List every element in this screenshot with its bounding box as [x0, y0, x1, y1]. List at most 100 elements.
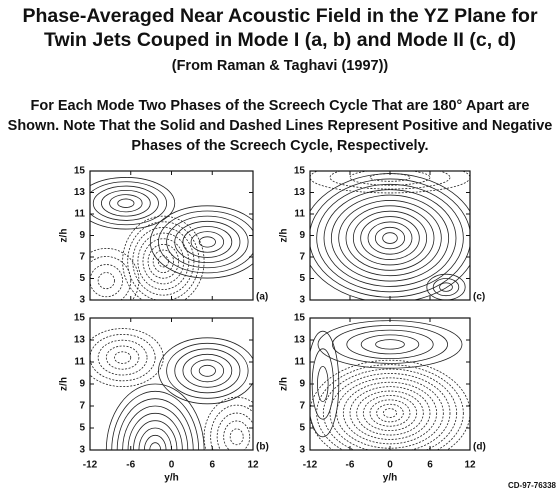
- x-tick-label: 0: [169, 460, 175, 471]
- contour-line: [229, 428, 244, 446]
- contour-line: [223, 420, 251, 450]
- contour-line: [147, 243, 180, 279]
- caption-segment: Note: [63, 118, 96, 134]
- y-axis-label: z/h: [59, 377, 70, 391]
- contour-line: [198, 236, 216, 248]
- contour-line: [190, 231, 225, 253]
- contour-line: [127, 221, 200, 300]
- contour-line: [90, 333, 156, 382]
- x-tick-label: -12: [83, 460, 98, 471]
- contour-line: [362, 395, 418, 432]
- x-tick-label: 0: [387, 460, 393, 471]
- contour-line: [374, 226, 406, 250]
- y-axis-label: z/h: [279, 229, 290, 243]
- contour-line: [336, 377, 444, 449]
- y-tick-label: 15: [294, 313, 306, 324]
- contour-line: [190, 359, 225, 383]
- panel-label: (d): [473, 442, 486, 453]
- x-tick-label: -6: [346, 460, 355, 471]
- y-tick-label: 11: [294, 357, 305, 368]
- contour-line: [345, 205, 435, 271]
- contour-line: [90, 328, 164, 388]
- panel-frame: [309, 317, 471, 451]
- panel-label: (b): [256, 442, 269, 453]
- contour-line: [142, 238, 185, 285]
- contour-line: [330, 194, 450, 282]
- x-axis-label: y/h: [383, 473, 397, 484]
- contour-line: [105, 345, 140, 370]
- y-tick-label: 3: [299, 295, 305, 306]
- contour-line: [109, 194, 143, 213]
- y-axis-label: z/h: [279, 377, 290, 391]
- y-tick-label: 13: [294, 335, 306, 346]
- contour-line: [342, 381, 438, 445]
- caption: For Each Mode Two Phases of the Screech …: [6, 96, 554, 156]
- y-tick-label: 13: [74, 187, 86, 198]
- contour-line: [352, 210, 428, 266]
- y-tick-label: 3: [299, 445, 305, 456]
- y-tick-label: 15: [74, 166, 86, 177]
- y-axis-label: z/h: [59, 229, 70, 243]
- y-tick-label: 7: [79, 401, 85, 412]
- y-tick-label: 11: [74, 357, 85, 368]
- contour-line: [90, 248, 140, 300]
- title-line: Twin Jets Couped in Mode I (a, b) and Mo…: [44, 29, 516, 51]
- y-tick-label: 7: [299, 401, 305, 412]
- contour-line: [432, 278, 460, 297]
- contour-line: [338, 200, 442, 277]
- y-tick-label: 5: [299, 423, 305, 434]
- contour-line: [322, 368, 458, 450]
- contour-line: [349, 386, 431, 440]
- contour-line: [317, 320, 463, 369]
- contour-line: [152, 249, 174, 273]
- contour-line: [166, 215, 249, 269]
- panel-label: (a): [256, 292, 268, 303]
- contours: [90, 328, 253, 450]
- contour-line: [198, 364, 216, 377]
- contour-line: [132, 227, 195, 296]
- contour-line: [138, 427, 172, 450]
- contour-line: [323, 189, 457, 287]
- contour-line: [376, 403, 404, 423]
- contour-line: [329, 373, 451, 450]
- y-tick-label: 11: [74, 209, 85, 220]
- x-tick-label: 6: [209, 460, 215, 471]
- x-tick-label: -6: [126, 460, 135, 471]
- title-line: Phase-Averaged Near Acoustic Field in th…: [22, 5, 538, 27]
- contour-line: [316, 183, 464, 293]
- contour-line: [369, 399, 411, 427]
- contour-line: [97, 272, 115, 290]
- contours: [310, 320, 470, 450]
- contours: [90, 177, 253, 300]
- contours: [310, 171, 470, 300]
- y-tick-label: 13: [74, 335, 86, 346]
- contour-line: [216, 412, 253, 450]
- contour-line: [174, 348, 241, 394]
- contour-line: [310, 359, 470, 450]
- contour-line: [360, 216, 420, 260]
- contour-line: [122, 405, 189, 450]
- contour-line: [182, 226, 233, 258]
- contour-line: [137, 232, 190, 290]
- y-tick-label: 5: [79, 273, 85, 284]
- contour-line: [127, 412, 183, 450]
- contour-line: [375, 339, 405, 350]
- y-tick-label: 11: [294, 209, 305, 220]
- contour-line: [349, 171, 431, 186]
- contour-line: [310, 173, 470, 300]
- contour-line: [369, 173, 411, 182]
- contour-line: [97, 339, 148, 376]
- y-tick-label: 7: [299, 252, 305, 263]
- contour-line: [329, 171, 451, 190]
- contour-line: [174, 220, 241, 263]
- contour-line: [90, 264, 123, 298]
- y-tick-label: 13: [294, 187, 306, 198]
- contour-line: [367, 221, 413, 255]
- y-tick-label: 9: [79, 379, 85, 390]
- contour-line: [382, 232, 398, 244]
- contour-line: [166, 342, 249, 399]
- contour-line: [182, 353, 233, 388]
- contour-line: [158, 210, 253, 274]
- y-tick-label: 15: [74, 313, 86, 324]
